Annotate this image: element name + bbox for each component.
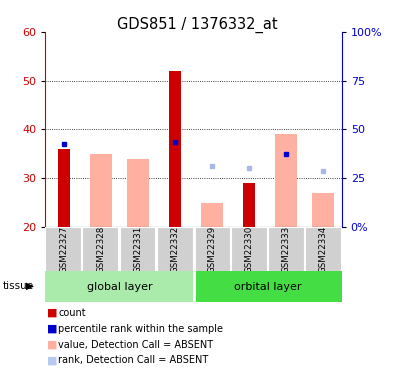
Bar bbox=[275, 134, 297, 227]
Bar bbox=[231, 227, 267, 272]
Bar bbox=[58, 149, 70, 227]
Bar bbox=[194, 227, 231, 272]
Text: GDS851 / 1376332_at: GDS851 / 1376332_at bbox=[117, 17, 278, 33]
Text: ■: ■ bbox=[47, 340, 57, 350]
Text: GSM22328: GSM22328 bbox=[96, 226, 105, 273]
Text: orbital layer: orbital layer bbox=[234, 282, 301, 291]
Text: tissue: tissue bbox=[3, 281, 34, 291]
Bar bbox=[268, 227, 305, 272]
Text: ■: ■ bbox=[47, 324, 57, 334]
Text: ■: ■ bbox=[47, 308, 57, 318]
Bar bbox=[45, 271, 194, 302]
Text: GSM22333: GSM22333 bbox=[282, 226, 291, 273]
Text: GSM22330: GSM22330 bbox=[245, 226, 254, 273]
Text: GSM22334: GSM22334 bbox=[319, 226, 328, 273]
Text: value, Detection Call = ABSENT: value, Detection Call = ABSENT bbox=[58, 340, 214, 350]
Bar bbox=[201, 202, 223, 227]
Bar bbox=[243, 183, 255, 227]
Bar bbox=[305, 227, 342, 272]
Bar bbox=[156, 227, 194, 272]
Text: GSM22329: GSM22329 bbox=[207, 226, 216, 273]
Bar bbox=[120, 227, 156, 272]
Bar bbox=[194, 271, 342, 302]
Bar bbox=[83, 227, 119, 272]
Bar bbox=[169, 71, 181, 227]
Text: rank, Detection Call = ABSENT: rank, Detection Call = ABSENT bbox=[58, 356, 209, 365]
Text: GSM22331: GSM22331 bbox=[134, 226, 143, 273]
Text: ■: ■ bbox=[47, 356, 57, 365]
Bar bbox=[312, 193, 334, 227]
Bar bbox=[45, 227, 83, 272]
Text: ▶: ▶ bbox=[26, 281, 34, 291]
Bar bbox=[127, 159, 149, 227]
Text: percentile rank within the sample: percentile rank within the sample bbox=[58, 324, 224, 334]
Text: global layer: global layer bbox=[87, 282, 152, 291]
Text: count: count bbox=[58, 308, 86, 318]
Text: GSM22327: GSM22327 bbox=[59, 226, 68, 273]
Bar bbox=[90, 154, 112, 227]
Text: GSM22332: GSM22332 bbox=[171, 226, 180, 273]
